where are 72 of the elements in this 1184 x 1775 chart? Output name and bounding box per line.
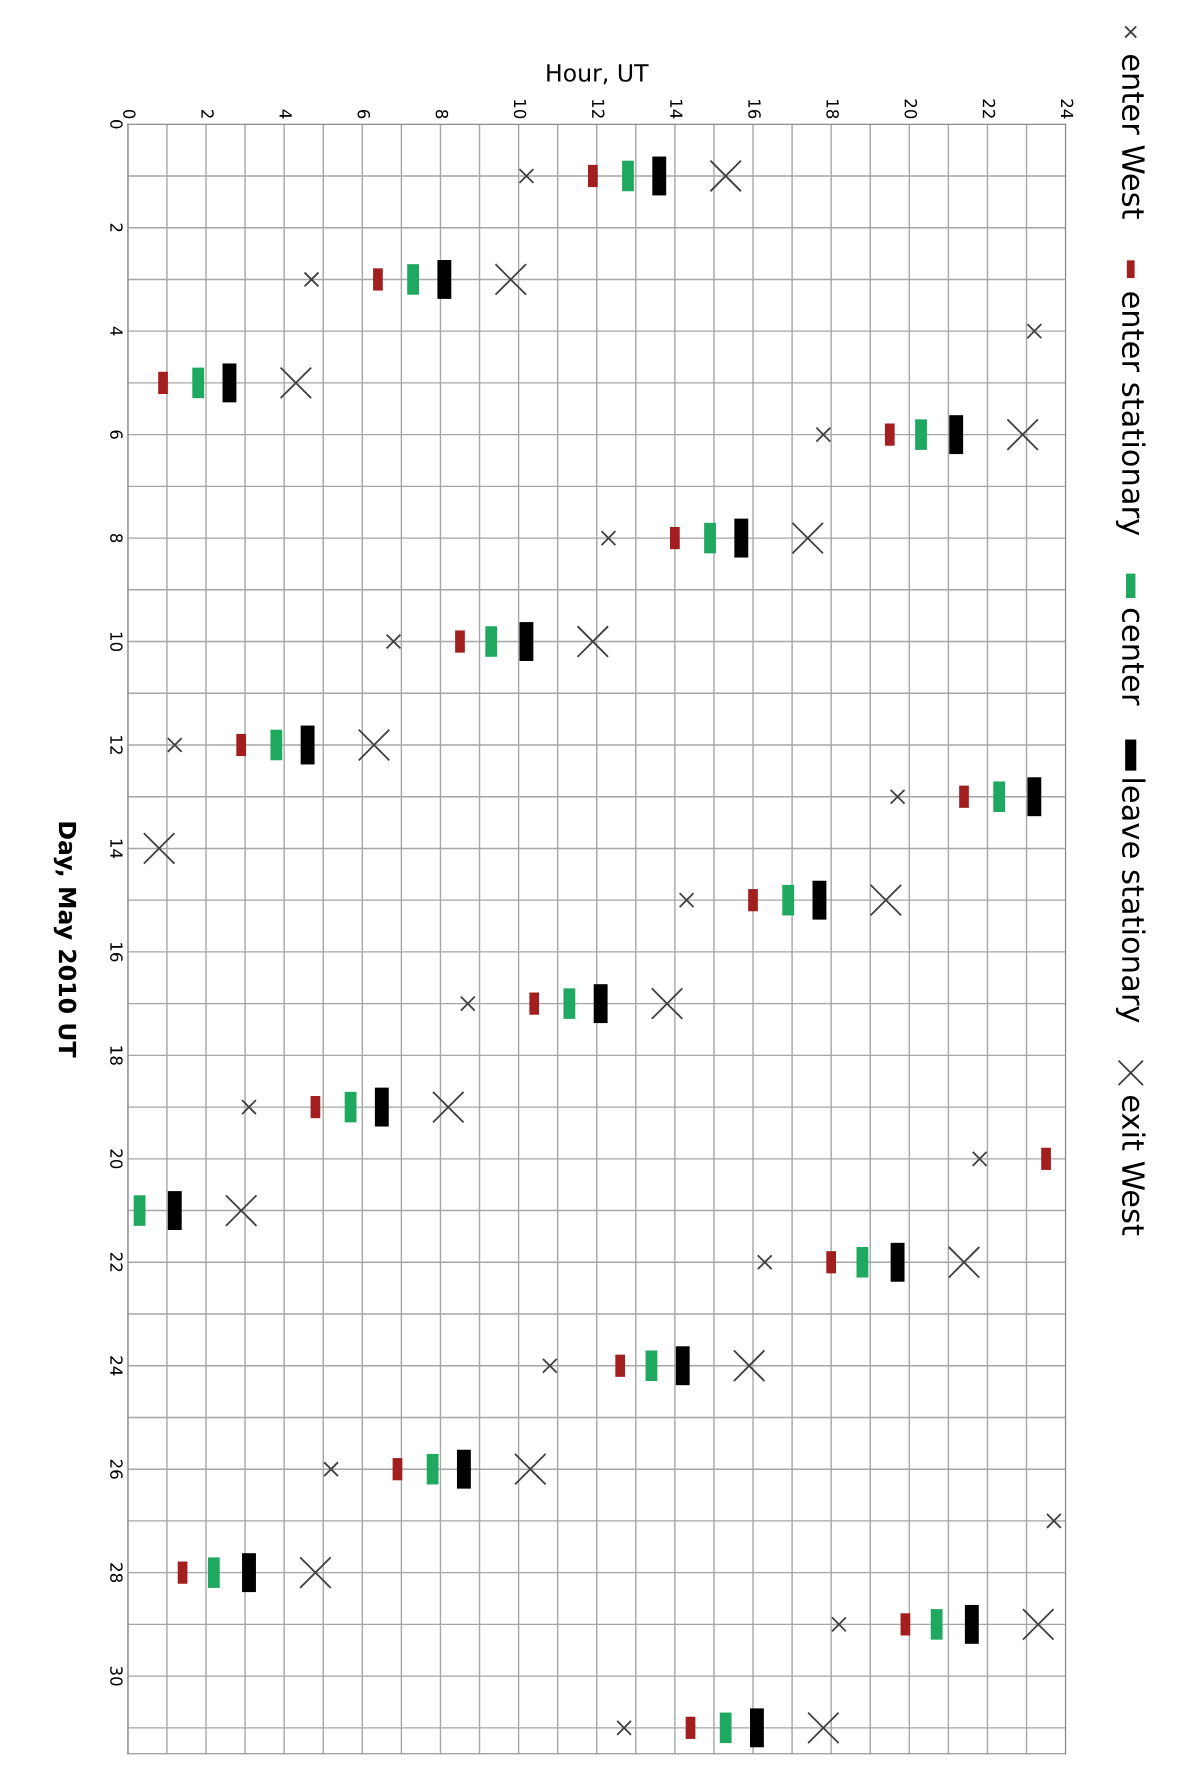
y-tick-label: 30 <box>110 1666 123 1686</box>
y-tick-label: 16 <box>110 943 123 962</box>
point <box>385 633 402 650</box>
point <box>947 1246 981 1279</box>
point <box>709 159 742 193</box>
point <box>650 987 684 1020</box>
point <box>600 530 617 546</box>
point <box>357 728 391 762</box>
y-tick-label: 22 <box>110 1252 123 1272</box>
x-tick-label: 2 <box>201 110 214 118</box>
x-tick-label: 16 <box>748 100 761 119</box>
point <box>756 1254 773 1271</box>
legend-label: leave stationary <box>1115 779 1146 1023</box>
point <box>678 892 695 909</box>
legend-label: enter stationary <box>1115 292 1146 536</box>
y-tick-label: 20 <box>110 1149 123 1169</box>
x-tick-label: 4 <box>279 109 292 119</box>
point <box>494 263 527 296</box>
point <box>1046 1513 1062 1529</box>
x-tick-label: 0 <box>123 109 136 119</box>
point <box>279 366 313 400</box>
point <box>142 832 176 865</box>
point <box>514 1453 547 1486</box>
point <box>241 1099 257 1115</box>
y-tick-label: 6 <box>110 430 123 439</box>
point <box>807 1711 840 1745</box>
point <box>1006 418 1039 451</box>
legend-label: enter West <box>1121 54 1145 219</box>
x-tick-label: 8 <box>435 109 449 119</box>
point <box>869 883 903 917</box>
point <box>432 1090 465 1124</box>
x-tick-label: 24 <box>1061 99 1074 119</box>
y-tick-label: 10 <box>110 632 123 652</box>
point <box>303 271 320 288</box>
point <box>542 1357 558 1374</box>
point <box>166 737 183 753</box>
point <box>971 1150 988 1167</box>
x-tick-label: 10 <box>513 100 527 119</box>
y-tick-label: 0 <box>110 120 123 129</box>
point <box>616 1719 632 1736</box>
point <box>815 426 832 443</box>
legend-label: center <box>1121 608 1144 706</box>
point <box>299 1556 332 1589</box>
point <box>1026 323 1043 340</box>
x-tick-label: 6 <box>357 109 371 119</box>
x-axis-title: Hour, UT <box>547 64 649 85</box>
y-tick-label: 18 <box>110 1046 123 1065</box>
point <box>323 1461 339 1478</box>
point <box>459 995 476 1012</box>
x-tick-label: 22 <box>982 99 996 118</box>
y-tick-label: 24 <box>110 1356 123 1376</box>
point <box>518 168 535 184</box>
point <box>889 788 906 805</box>
y-tick-label: 2 <box>110 223 123 232</box>
x-tick-label: 20 <box>904 99 918 119</box>
x-tick-label: 12 <box>592 100 605 118</box>
point <box>791 521 824 555</box>
point <box>831 1616 847 1633</box>
point <box>732 1349 766 1382</box>
y-tick-label: 4 <box>110 326 123 336</box>
y-tick-label: 28 <box>110 1563 123 1583</box>
y-tick-label: 12 <box>110 736 123 754</box>
x-tick-label: 14 <box>670 100 683 119</box>
y-tick-label: 14 <box>110 839 123 859</box>
y-tick-label: 26 <box>110 1459 123 1479</box>
y-tick-label: 8 <box>110 533 123 543</box>
point <box>1022 1608 1055 1641</box>
point <box>576 625 610 658</box>
legend-label: exit West <box>1121 1095 1146 1236</box>
point <box>224 1194 258 1227</box>
x-tick-label: 18 <box>826 100 839 119</box>
y-axis-title: Day, May 2010 UT <box>53 822 77 1058</box>
